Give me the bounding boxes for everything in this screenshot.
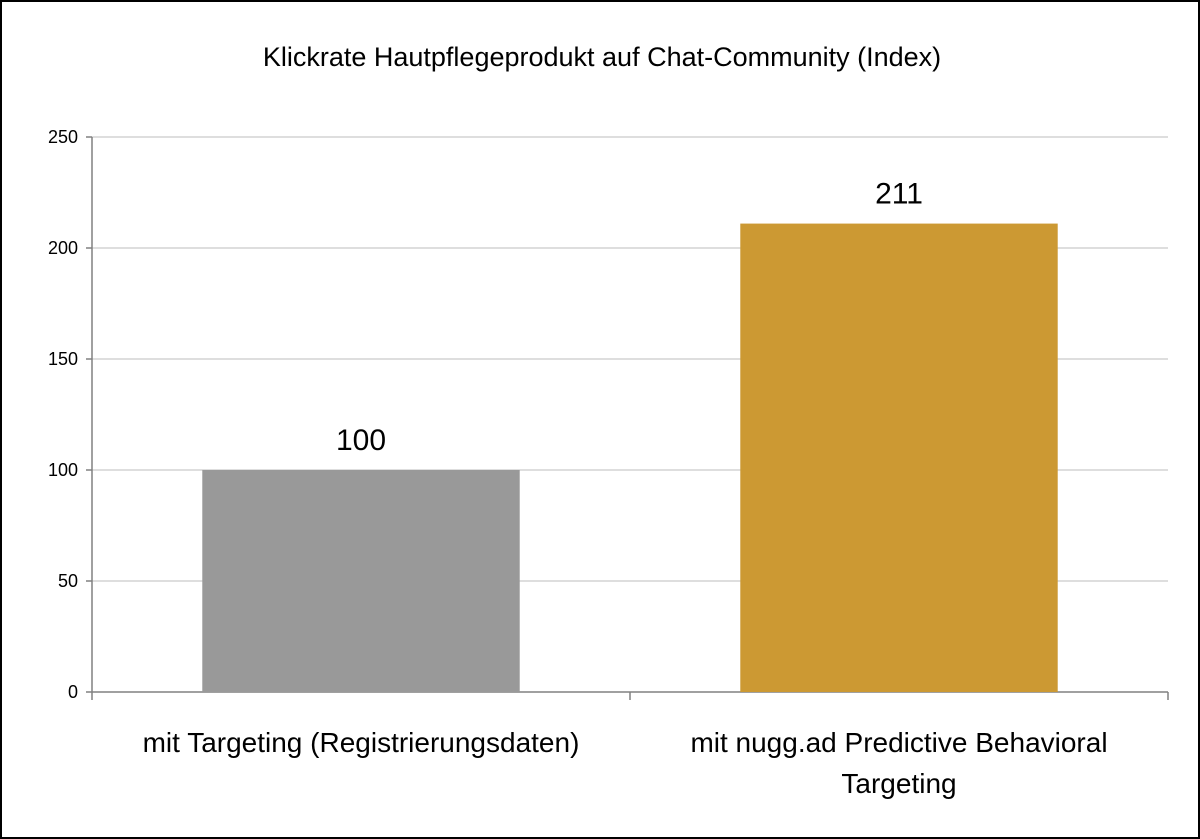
y-tick-label: 0 <box>68 682 78 702</box>
data-label: 100 <box>336 424 386 457</box>
bars <box>202 223 1058 692</box>
y-tick-label: 200 <box>48 238 78 258</box>
y-tick-label: 50 <box>58 571 78 591</box>
chart-title: Klickrate Hautpflegeprodukt auf Chat-Com… <box>263 42 941 72</box>
data-label: 211 <box>875 178 923 211</box>
y-tick-label: 250 <box>48 127 78 147</box>
y-tick-label: 100 <box>48 460 78 480</box>
x-tick-label: mit nugg.ad Predictive Behavioral <box>690 727 1107 758</box>
bar <box>740 223 1058 692</box>
x-tick-label: mit Targeting (Registrierungsdaten) <box>143 727 580 758</box>
y-tick-label: 150 <box>48 349 78 369</box>
x-tick-label: Targeting <box>841 768 956 799</box>
bar <box>202 470 520 692</box>
labels: 0 50 100 150 200 250 100 mit Targeting (Registr… <box>48 127 1108 799</box>
